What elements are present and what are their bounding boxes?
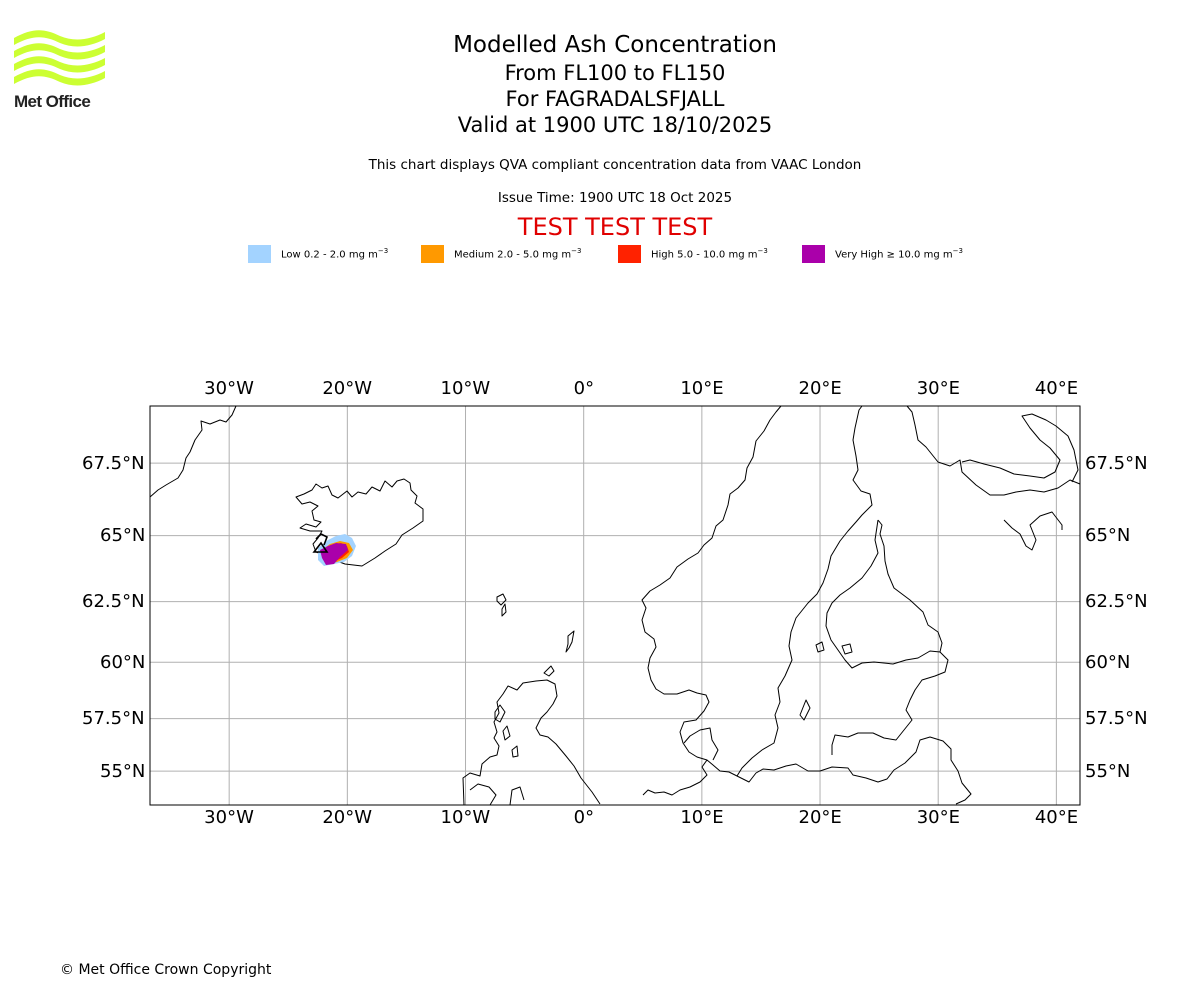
coastline-iceland [295,478,424,567]
lon-tick-label-top: 30°W [204,378,254,399]
volcano-triangle-icon [312,533,329,553]
coastline-denmark [683,727,719,761]
coastline-orkney [543,665,555,677]
coastline-gotland [799,699,811,721]
legend-item-very-high: Very High ≥ 10.0 mg m−3 [802,244,963,264]
coastlines [149,405,1081,806]
coastline-white-sea [1003,511,1063,551]
coastline-shetland [565,630,575,653]
lon-tick-label-bottom: 10°W [440,807,491,828]
coastline-finland [825,519,943,669]
legend-swatch-high [618,245,641,263]
lat-tick-label-right: 62.5°N [1085,591,1148,613]
legend-item-high: High 5.0 - 10.0 mg m−3 [618,244,768,264]
test-banner: TEST TEST TEST [517,213,713,241]
lon-tick-label-bottom: 30°E [916,807,960,828]
ash-very-high [320,543,348,565]
map-frame [149,405,1081,806]
lon-tick-label-top: 0° [573,378,595,399]
lon-tick-label-bottom: 20°W [322,807,373,828]
lat-tick-label-left: 62.5°N [82,591,145,613]
lat-tick-label-right: 67.5°N [1085,452,1148,474]
coastline-kola [961,413,1079,483]
coastline-sweden [736,405,873,777]
lat-tick-label-left: 57.5°N [82,708,145,730]
logo-wave [14,30,105,47]
legend-swatch-low [248,245,271,263]
legend-item-medium: Medium 2.0 - 5.0 mg m−3 [421,244,581,264]
issue-time: Issue Time: 1900 UTC 18 Oct 2025 [497,190,733,206]
legend-label-very-high: Very High ≥ 10.0 mg m−3 [835,247,963,261]
lat-tick-label-right: 57.5°N [1085,708,1148,730]
copyright-notice: © Met Office Crown Copyright [60,962,272,978]
coastline-ireland [469,783,497,806]
coastline-norway-west [641,405,782,761]
coastline-aland [815,641,853,655]
lon-tick-label-bottom: 20°E [798,807,842,828]
chart-titles: Modelled Ash Concentration From FL100 to… [300,30,930,138]
legend-swatch-medium [421,245,444,263]
coastline-ireland-north [509,786,525,806]
coastline-scandinavia [642,736,972,805]
lon-tick-label-bottom: 10°E [680,807,724,828]
logo-wave [14,43,105,60]
coastline-baltic-east [831,651,949,755]
lon-tick-label-top: 40°E [1034,378,1079,399]
lat-tick-label-left: 67.5°N [82,452,145,474]
chart-description: This chart displays QVA compliant concen… [368,157,862,173]
lon-tick-label-bottom: 0° [573,807,595,828]
lat-tick-label-left: 60°N [100,651,146,673]
lon-tick-label-top: 30°E [916,378,960,399]
logo-waves-icon [14,30,105,86]
lat-tick-label-right: 60°N [1085,651,1131,673]
legend-item-low: Low 0.2 - 2.0 mg m−3 [248,244,388,264]
coastline-hebrides [494,704,519,758]
logo-wave [14,56,105,73]
lat-tick-label-right: 65°N [1085,525,1131,547]
lon-tick-label-bottom: 40°E [1034,807,1079,828]
lat-tick-label-left: 55°N [100,760,146,782]
legend-swatch-very-high [802,245,825,263]
legend-label-low: Low 0.2 - 2.0 mg m−3 [281,247,389,261]
flight-level-range: From FL100 to FL150 [504,61,726,85]
lon-tick-label-top: 10°E [680,378,724,399]
lat-tick-label-left: 65°N [100,525,146,547]
coastline-britain [462,679,601,806]
lon-tick-label-bottom: 30°W [204,807,254,828]
chart-title: Modelled Ash Concentration [453,32,777,58]
lon-tick-label-top: 20°E [798,378,842,399]
coastline-faroe [496,593,507,617]
volcano-name: For FAGRADALSFJALL [505,87,725,111]
coastline-greenland [149,405,237,498]
legend-label-medium: Medium 2.0 - 5.0 mg m−3 [454,247,582,261]
logo-text: Met Office [14,92,91,111]
met-office-logo: Met Office [14,30,106,112]
lon-tick-label-top: 20°W [322,378,373,399]
valid-time: Valid at 1900 UTC 18/10/2025 [457,113,773,137]
logo-wave [14,69,105,86]
map-gridlines [150,406,1080,805]
lat-tick-label-right: 55°N [1085,760,1131,782]
lon-tick-label-top: 10°W [440,378,491,399]
legend-label-high: High 5.0 - 10.0 mg m−3 [651,247,768,261]
coastline-russia-north [906,405,1081,496]
ash-concentration-overlay [318,534,356,566]
